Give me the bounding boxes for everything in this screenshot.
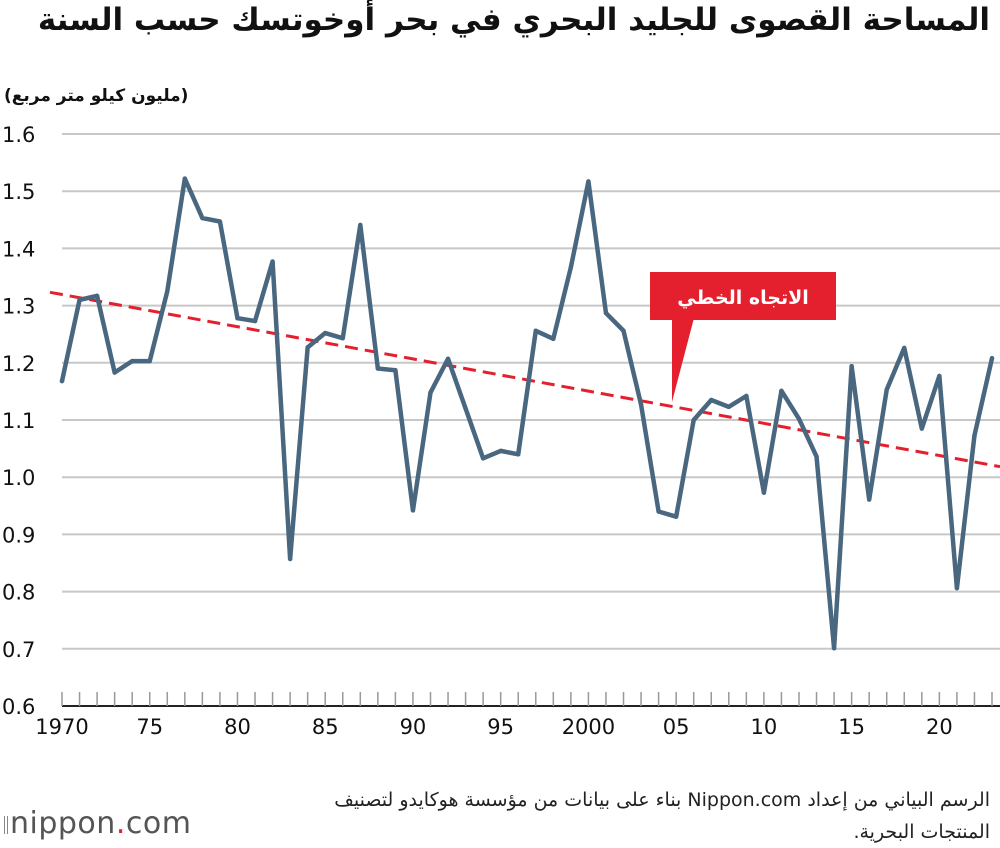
y-tick-label: 1.3 <box>2 295 35 319</box>
data-point <box>551 337 555 341</box>
data-point <box>183 176 187 180</box>
data-point <box>674 514 678 518</box>
logo-text-suffix: com <box>126 806 192 841</box>
y-tick-label: 0.9 <box>2 523 35 547</box>
data-point <box>218 219 222 223</box>
y-tick-label: 0.8 <box>2 581 35 605</box>
data-point <box>902 346 906 350</box>
data-point <box>341 336 345 340</box>
data-point <box>814 454 818 458</box>
data-point <box>797 417 801 421</box>
data-point <box>112 370 116 374</box>
x-tick-label: 75 <box>136 715 163 739</box>
x-tick-label: 95 <box>487 715 514 739</box>
nippon-logo: nippon.com <box>4 806 191 841</box>
x-tick-label: 2000 <box>562 715 615 739</box>
data-point <box>744 394 748 398</box>
data-point <box>621 329 625 333</box>
x-tick-label: 15 <box>838 715 865 739</box>
y-tick-label: 1.2 <box>2 352 35 376</box>
data-point <box>428 390 432 394</box>
data-point <box>77 298 81 302</box>
y-tick-label: 0.7 <box>2 638 35 662</box>
data-point <box>305 345 309 349</box>
data-point <box>323 331 327 335</box>
x-axis <box>62 692 1000 706</box>
chart-title: المساحة القصوى للجليد البحري في بحر أوخو… <box>38 2 990 38</box>
x-tick-label: 90 <box>400 715 427 739</box>
trend-line <box>50 292 1000 466</box>
data-point <box>885 387 889 391</box>
data-point <box>832 646 836 650</box>
data-point <box>393 368 397 372</box>
chart-canvas: 0.6 0.7 0.8 0.9 1.0 1.1 1.2 1.3 1.4 1.5 1.6 1970 75… <box>0 0 1000 848</box>
data-point <box>481 456 485 460</box>
data-point <box>639 402 643 406</box>
data-point <box>656 509 660 513</box>
data-point <box>253 319 257 323</box>
x-tick-label: 20 <box>926 715 953 739</box>
data-point <box>200 216 204 220</box>
y-tick-label: 1.4 <box>2 237 35 261</box>
grid-lines <box>62 134 1000 649</box>
data-point <box>937 374 941 378</box>
data-point <box>990 356 994 360</box>
data-point <box>446 357 450 361</box>
trend-callout-pointer <box>672 318 694 402</box>
logo-mark-icon <box>4 816 8 834</box>
logo-text-dot: . <box>116 806 126 841</box>
logo-text-main: nippon <box>10 806 116 841</box>
trend-callout: الاتجاه الخطي <box>650 272 836 402</box>
data-point <box>165 289 169 293</box>
data-point <box>376 366 380 370</box>
data-point <box>498 449 502 453</box>
data-point <box>534 329 538 333</box>
data-point <box>60 379 64 383</box>
data-point <box>691 418 695 422</box>
data-point <box>235 316 239 320</box>
data-point <box>569 265 573 269</box>
data-point <box>604 311 608 315</box>
data-point <box>358 223 362 227</box>
data-point <box>709 398 713 402</box>
data-point <box>586 179 590 183</box>
x-tick-label: 80 <box>224 715 251 739</box>
data-point <box>849 364 853 368</box>
data-point <box>130 359 134 363</box>
data-point <box>288 557 292 561</box>
x-tick-label: 10 <box>751 715 778 739</box>
data-point <box>920 426 924 430</box>
data-point <box>411 508 415 512</box>
y-tick-label: 0.6 <box>2 695 35 719</box>
data-point <box>516 452 520 456</box>
data-point <box>95 294 99 298</box>
x-tick-label: 85 <box>312 715 339 739</box>
data-point <box>727 405 731 409</box>
y-axis-unit-label: (مليون كيلو متر مربع) <box>4 86 188 106</box>
trend-line-group <box>50 292 1000 466</box>
y-tick-label: 1.6 <box>2 123 35 147</box>
source-credit: الرسم البياني من إعداد Nippon.com بناء ع… <box>330 784 990 848</box>
trend-callout-label: الاتجاه الخطي <box>677 287 809 309</box>
data-point <box>148 359 152 363</box>
data-point <box>779 389 783 393</box>
data-point <box>463 406 467 410</box>
y-tick-label: 1.0 <box>2 466 35 490</box>
y-axis-tick-labels: 0.6 0.7 0.8 0.9 1.0 1.1 1.2 1.3 1.4 1.5 1.6 <box>2 123 35 719</box>
x-tick-label: 1970 <box>35 715 88 739</box>
x-axis-tick-labels: 1970 75 80 85 90 95 2000 05 10 15 20 <box>35 715 952 739</box>
data-point <box>972 433 976 437</box>
data-point <box>955 586 959 590</box>
data-point <box>867 497 871 501</box>
y-tick-label: 1.1 <box>2 409 35 433</box>
data-point <box>270 259 274 263</box>
x-tick-label: 05 <box>663 715 690 739</box>
data-point <box>762 490 766 494</box>
y-tick-label: 1.5 <box>2 180 35 204</box>
